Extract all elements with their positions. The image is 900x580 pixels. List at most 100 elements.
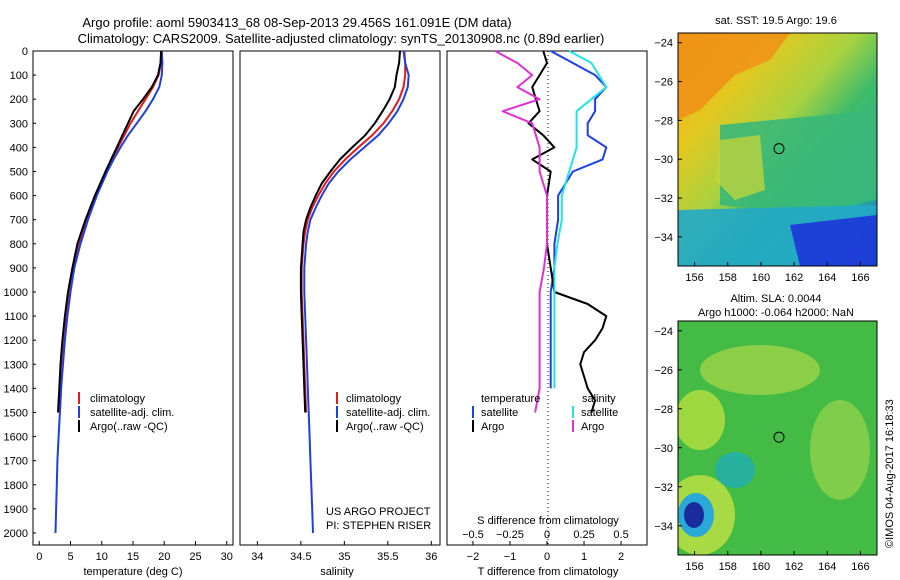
lat-tick-label: −24 [654,38,673,50]
coldest-water-region [790,215,877,266]
lon-tick-label: 162 [785,561,803,573]
series-line-satellite [54,50,164,534]
legend-swatch-satellite [78,406,80,418]
argo-location-circle [773,143,785,155]
legend-swatch-argo [78,420,80,432]
x-tick-label: 15 [127,551,139,563]
depth-tick-label: 1300 [4,359,28,371]
x-tick-label: 30 [221,551,233,563]
x-tick-label: 0 [544,551,550,563]
x-tick-label: 5 [67,551,73,563]
legend-argo: Argo(..raw -QC) [90,421,168,433]
x-tick-label: 35 [338,551,350,563]
legend-swatch-satellite [336,406,338,418]
salinity-panel: 34 34.5 35 35.5 36 salinity climatology sate… [239,50,441,578]
sla-high-band [678,390,725,450]
s-tick-label: −0.25 [496,529,524,541]
salinity-axes-frame [239,50,441,546]
series-line-salinity-argo_salinity [494,50,548,413]
legend-temperature-satellite: satellite [481,407,518,419]
sla-map-frame [677,320,878,556]
depth-tick-label: 200 [10,94,28,106]
legend-satellite: satellite-adj. clim. [90,407,174,419]
depth-tick-label: 800 [10,239,28,251]
lon-tick-label: 156 [685,272,703,284]
depth-tick-label: 1700 [4,456,28,468]
lon-tick-label: 156 [685,561,703,573]
depth-tick-label: 1600 [4,432,28,444]
argo-location-circle [773,431,785,443]
sst-map-ticks: 156 158 160 162 164 166 −24 −26 −28 −30 −32 −34 [654,38,869,284]
difference-panel: −2 −1 0 1 2 temperature salinity satellite A… [446,50,648,578]
sst-heatmap [678,33,877,266]
pi-annotation: PI: STEPHEN RISER [326,520,431,532]
legend-swatch-salinity-satellite [572,406,574,418]
lon-tick-label: 162 [785,272,803,284]
warm-eddy-region [715,135,765,200]
temperature-x-ticks: 0 5 10 15 20 25 30 [36,541,233,563]
salinity-legend: climatology satellite-adj. clim. Argo(..… [336,392,430,433]
legend-climatology: climatology [90,393,146,405]
lon-tick-label: 158 [719,272,737,284]
lat-tick-label: −24 [654,326,673,338]
sla-map-panel: Altim. SLA: 0.0044 Argo h1000: -0.064 h2… [654,293,878,573]
project-annotation: US ARGO PROJECT [326,506,431,518]
lon-tick-label: 160 [752,561,770,573]
sst-argo-marker [773,143,785,155]
temperature-panel: 0100200300400500600700800900100011001200… [4,46,234,578]
sla-high-band [700,345,820,395]
series-line-salinity-satellite_salinity [553,50,608,389]
sla-low-eddy [715,452,755,488]
depth-tick-label: 1100 [4,311,28,323]
s-tick-label: −0.5 [462,529,484,541]
sla-map-title-line2: Argo h1000: -0.064 h2000: NaN [698,307,854,319]
x-tick-label: −2 [467,551,480,563]
depth-tick-label: 500 [10,166,28,178]
depth-tick-label: 100 [10,70,28,82]
depth-tick-label: 600 [10,191,28,203]
lat-tick-label: −28 [654,404,673,416]
lat-tick-label: −32 [654,482,673,494]
legend-swatch-argo [336,420,338,432]
imos-timestamp: ©IMOS 04-Aug-2017 16:18:33 [884,399,896,548]
salinity-x-ticks: 34 34.5 35 35.5 36 [251,541,437,563]
legend-swatch-climatology [78,392,80,404]
lat-tick-label: −32 [654,193,673,205]
lat-tick-label: −30 [654,443,673,455]
series-line-argo [299,50,401,413]
lat-tick-label: −26 [654,365,673,377]
depth-tick-label: 0 [22,46,28,58]
temperature-axes-frame [32,50,234,546]
sla-map-title-line1: Altim. SLA: 0.0044 [730,293,821,305]
legend-swatch-climatology [336,392,338,404]
depth-tick-label: 1800 [4,480,28,492]
x-tick-label: 34.5 [290,551,311,563]
depth-tick-label: 1900 [4,504,28,516]
lon-tick-label: 166 [851,561,869,573]
x-tick-label: −1 [504,551,517,563]
legend-salinity-satellite: satellite [581,407,618,419]
sst-map-title: sat. SST: 19.5 Argo: 19.6 [715,15,837,27]
depth-tick-label: 400 [10,142,28,154]
x-tick-label: 20 [158,551,170,563]
series-line-argo [57,50,163,413]
depth-tick-label: 700 [10,215,28,227]
lat-tick-label: −26 [654,77,673,89]
depth-tick-label: 300 [10,118,28,130]
lat-tick-label: −28 [654,115,673,127]
legend-climatology: climatology [346,393,402,405]
s-tick-label: 0.5 [613,529,628,541]
sla-argo-marker [773,431,785,443]
depth-tick-label: 1200 [4,335,28,347]
salinity-axis-label: salinity [320,566,354,578]
legend-argo: Argo(..raw -QC) [346,421,424,433]
legend-swatch-salinity-argo [572,420,574,432]
lon-tick-label: 158 [719,561,737,573]
lat-tick-label: −34 [654,521,673,533]
depth-tick-label: 2000 [4,528,28,540]
difference-x-ticks: −2 −1 0 1 2 [467,541,624,563]
sst-map-panel: sat. SST: 19.5 Argo: 19.6 156 158 160 162 16… [654,15,878,284]
series-line-satellite [303,50,410,534]
depth-tick-label: 1000 [4,287,28,299]
x-tick-label: 1 [581,551,587,563]
